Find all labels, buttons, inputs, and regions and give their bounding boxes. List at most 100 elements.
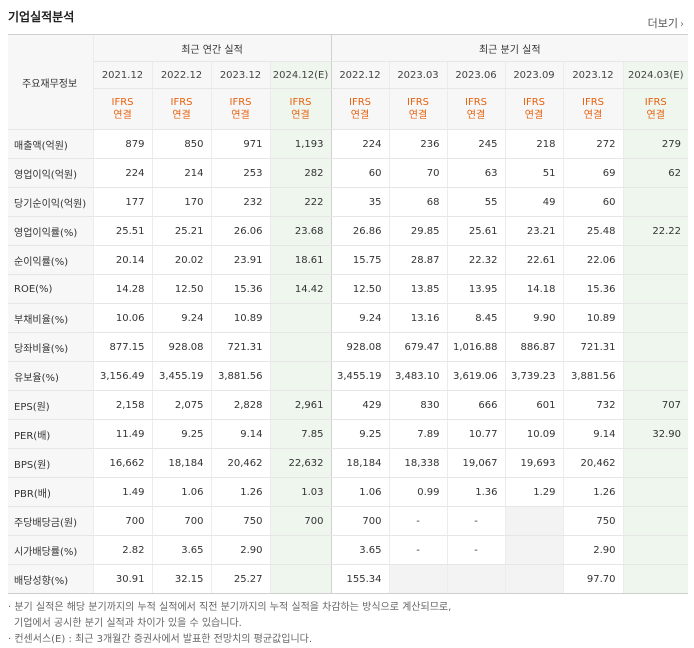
table-row: EPS(원) 2,158 2,075 2,828 2,961 429 830 666 601 73… bbox=[8, 390, 688, 420]
row-label: 영업이익(억원) bbox=[8, 158, 93, 188]
table-cell bbox=[622, 274, 688, 304]
row-label: EPS(원) bbox=[8, 390, 93, 420]
consolidated-label: 연결 bbox=[524, 110, 544, 121]
table-cell: 429 bbox=[330, 390, 389, 420]
table-cell bbox=[622, 506, 688, 536]
ifrs-label: IFRS bbox=[465, 97, 487, 108]
table-cell: - bbox=[446, 506, 505, 536]
table-cell: 22.06 bbox=[562, 245, 623, 275]
table-cell: - bbox=[446, 535, 505, 565]
table-row: 부채비율(%) 10.06 9.24 10.89 9.24 13.16 8.45 9.90 10… bbox=[8, 303, 688, 333]
table-cell: 15.36 bbox=[210, 274, 270, 304]
period-header: 2024.03(E) bbox=[622, 61, 688, 89]
table-cell: 2,828 bbox=[210, 390, 270, 420]
table-cell: 14.28 bbox=[92, 274, 152, 304]
table-cell bbox=[504, 564, 563, 594]
ifrs-header: IFRS 연결 bbox=[562, 88, 623, 130]
table-cell: 14.42 bbox=[269, 274, 331, 304]
table-cell bbox=[622, 361, 688, 391]
table-cell: 62 bbox=[622, 158, 688, 188]
table-row: 영업이익률(%) 25.51 25.21 26.06 23.68 26.86 29.85 25… bbox=[8, 216, 688, 246]
chevron-right-icon: › bbox=[680, 19, 684, 30]
table-cell: 245 bbox=[446, 129, 505, 159]
period-header: 2024.12(E) bbox=[269, 61, 331, 89]
table-cell: 1.06 bbox=[151, 477, 211, 507]
table-cell: 51 bbox=[504, 158, 563, 188]
table-cell: 14.18 bbox=[504, 274, 563, 304]
table-cell: 1.26 bbox=[562, 477, 623, 507]
table-cell: 23.68 bbox=[269, 216, 331, 246]
table-cell: 830 bbox=[388, 390, 447, 420]
table-cell: 700 bbox=[330, 506, 389, 536]
ifrs-label: IFRS bbox=[582, 97, 604, 108]
table-cell bbox=[622, 535, 688, 565]
table-cell: 707 bbox=[622, 390, 688, 420]
table-cell: 279 bbox=[622, 129, 688, 159]
consolidated-label: 연결 bbox=[291, 110, 310, 121]
period-header: 2021.12 bbox=[92, 61, 152, 89]
table-cell: 8.45 bbox=[446, 303, 505, 333]
row-label: PER(배) bbox=[8, 419, 93, 449]
table-cell: 28.87 bbox=[388, 245, 447, 275]
period-header: 2023.12 bbox=[210, 61, 270, 89]
table-cell: 18,184 bbox=[151, 448, 211, 478]
table-cell: 20.02 bbox=[151, 245, 211, 275]
table-cell: 3,156.49 bbox=[92, 361, 152, 391]
table-cell: 850 bbox=[151, 129, 211, 159]
table-cell bbox=[269, 332, 331, 362]
table-cell: 971 bbox=[210, 129, 270, 159]
period-header: 2023.09 bbox=[504, 61, 563, 89]
ifrs-label: IFRS bbox=[289, 97, 312, 108]
table-cell: 3.65 bbox=[330, 535, 389, 565]
more-label: 더보기 bbox=[647, 17, 678, 30]
table-cell: 22.32 bbox=[446, 245, 505, 275]
corner-label: 주요재무정보 bbox=[8, 34, 93, 130]
table-cell: 15.36 bbox=[562, 274, 623, 304]
table-cell: 1.03 bbox=[269, 477, 331, 507]
row-label: PBR(배) bbox=[8, 477, 93, 507]
table-cell: - bbox=[388, 506, 447, 536]
table-cell: - bbox=[388, 535, 447, 565]
table-row: PBR(배) 1.49 1.06 1.26 1.03 1.06 0.99 1.36 1.29 1.… bbox=[8, 477, 688, 507]
table-cell bbox=[622, 245, 688, 275]
ifrs-label: IFRS bbox=[349, 97, 371, 108]
table-row: BPS(원) 16,662 18,184 20,462 22,632 18,184 18,3… bbox=[8, 448, 688, 478]
ifrs-header: IFRS 연결 bbox=[269, 88, 331, 130]
row-label: 배당성향(%) bbox=[8, 564, 93, 594]
table-cell bbox=[269, 564, 331, 594]
table-cell: 32.15 bbox=[151, 564, 211, 594]
consolidated-label: 연결 bbox=[113, 110, 132, 121]
table-row: PER(배) 11.49 9.25 9.14 7.85 9.25 7.89 10.77 10.0… bbox=[8, 419, 688, 449]
table-cell: 282 bbox=[269, 158, 331, 188]
row-label: 당좌비율(%) bbox=[8, 332, 93, 362]
table-cell: 10.77 bbox=[446, 419, 505, 449]
table-cell: 19,693 bbox=[504, 448, 563, 478]
table-cell: 1,016.88 bbox=[446, 332, 505, 362]
table-cell bbox=[388, 564, 447, 594]
more-link[interactable]: 더보기 › bbox=[648, 15, 684, 31]
table-cell: 19,067 bbox=[446, 448, 505, 478]
ifrs-header: IFRS 연결 bbox=[504, 88, 563, 130]
period-header: 2023.03 bbox=[388, 61, 447, 89]
table-cell bbox=[622, 303, 688, 333]
table-cell: 218 bbox=[504, 129, 563, 159]
table-cell: 30.91 bbox=[92, 564, 152, 594]
row-label: 주당배당금(원) bbox=[8, 506, 93, 536]
table-cell: 700 bbox=[269, 506, 331, 536]
table-cell: 10.09 bbox=[504, 419, 563, 449]
consolidated-label: 연결 bbox=[583, 110, 603, 121]
consolidated-label: 연결 bbox=[646, 110, 665, 121]
table-cell: 12.50 bbox=[330, 274, 389, 304]
table-cell: 25.48 bbox=[562, 216, 623, 246]
table-cell: 25.27 bbox=[210, 564, 270, 594]
table-cell: 1.36 bbox=[446, 477, 505, 507]
table-cell: 3,455.19 bbox=[330, 361, 389, 391]
table-cell: 18,184 bbox=[330, 448, 389, 478]
table-cell: 1.49 bbox=[92, 477, 152, 507]
table-cell: 25.21 bbox=[151, 216, 211, 246]
table-cell: 60 bbox=[330, 158, 389, 188]
row-label: BPS(원) bbox=[8, 448, 93, 478]
table-cell: 224 bbox=[330, 129, 389, 159]
table-cell: 1.29 bbox=[504, 477, 563, 507]
table-cell bbox=[269, 361, 331, 391]
